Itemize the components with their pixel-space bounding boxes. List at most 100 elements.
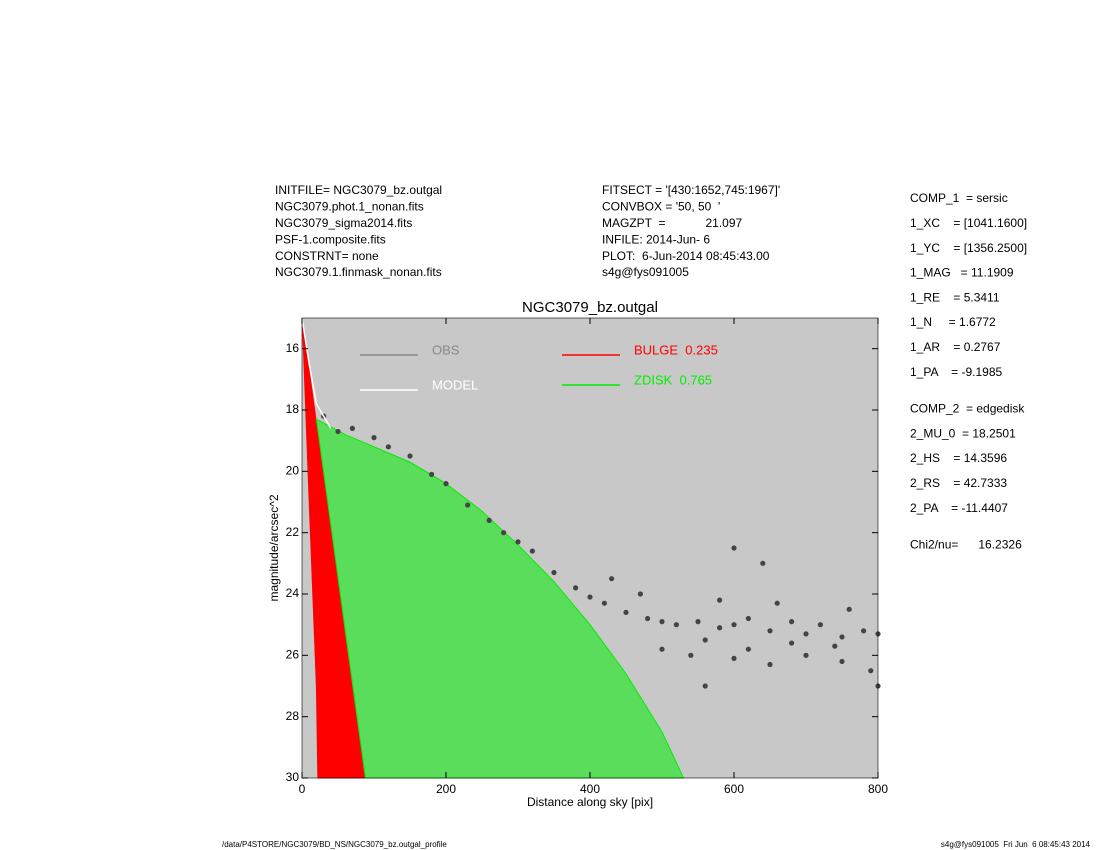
obs-point — [529, 548, 536, 554]
obs-point — [861, 628, 867, 634]
x-axis-label: Distance along sky [pix] — [527, 795, 653, 809]
header-middle-line: s4g@fys091005 — [602, 265, 689, 279]
fit-parameter: 2_MU_0 = 18.2501 — [910, 426, 1016, 440]
obs-point — [443, 481, 449, 487]
y-tick-label: 20 — [286, 464, 300, 478]
obs-point — [371, 435, 377, 441]
obs-point — [501, 530, 507, 536]
obs-point — [803, 652, 809, 658]
obs-point — [803, 631, 809, 637]
footer-stamp: s4g@fys091005 Fri Jun 6 08:45:43 2014 — [941, 840, 1091, 849]
obs-point — [767, 661, 773, 668]
fit-parameter: COMP_2 = edgedisk — [910, 402, 1025, 416]
obs-point — [817, 622, 824, 628]
header-middle-line: CONVBOX = '50, 50 ' — [602, 200, 720, 214]
fit-parameter: 1_MAG = 11.1909 — [910, 266, 1014, 280]
obs-point — [673, 622, 680, 628]
component-area — [315, 418, 685, 779]
header-left-line: INITFILE= NGC3079_bz.outgal — [275, 183, 442, 197]
obs-point — [767, 628, 773, 634]
x-tick-label: 400 — [580, 782, 600, 796]
fit-parameter: 1_XC = [1041.1600] — [910, 216, 1027, 230]
obs-point — [601, 600, 608, 606]
obs-point — [731, 655, 737, 662]
fit-parameter: 2_RS = 42.7333 — [910, 476, 1007, 490]
obs-point — [789, 619, 795, 625]
y-tick-label: 28 — [286, 709, 300, 723]
obs-point — [573, 585, 579, 591]
obs-point — [839, 634, 845, 640]
fit-parameter: 1_RE = 5.3411 — [910, 290, 1000, 304]
fit-parameter: 1_YC = [1356.2500] — [910, 241, 1027, 255]
header-left-line: NGC3079.1.finmask_nonan.fits — [275, 265, 442, 279]
obs-point — [623, 609, 629, 616]
y-tick-label: 30 — [286, 770, 300, 784]
obs-point — [745, 646, 752, 652]
obs-point — [407, 453, 413, 459]
chart-title: NGC3079_bz.outgal — [522, 299, 658, 316]
obs-point — [659, 646, 665, 652]
obs-point — [774, 600, 780, 606]
obs-point — [789, 640, 795, 646]
obs-point — [846, 606, 852, 612]
obs-point — [839, 658, 845, 665]
legend-label: OBS — [432, 342, 460, 357]
fit-parameter: 1_PA = -9.1985 — [910, 365, 1003, 379]
y-tick-label: 22 — [286, 525, 300, 539]
y-tick-label: 16 — [286, 341, 300, 355]
model-line — [301, 317, 332, 429]
fit-parameter: 1_N = 1.6772 — [910, 315, 996, 329]
obs-point — [695, 619, 701, 625]
header-left-line: CONSTRNT= none — [275, 249, 379, 263]
legend-label: ZDISK 0.765 — [634, 372, 712, 387]
obs-point — [609, 576, 615, 582]
obs-point — [868, 668, 874, 674]
fit-parameter: COMP_1 = sersic — [910, 191, 1008, 205]
obs-point — [688, 652, 694, 658]
obs-point — [465, 502, 471, 508]
fit-parameter: Chi2/nu= 16.2326 — [910, 538, 1022, 552]
obs-point — [637, 591, 644, 597]
x-tick-label: 800 — [868, 782, 888, 796]
obs-point — [645, 615, 651, 622]
obs-point — [702, 637, 708, 643]
obs-point — [760, 560, 766, 566]
obs-point — [486, 517, 492, 524]
x-tick-label: 600 — [724, 782, 744, 796]
fit-parameter: 2_HS = 14.3596 — [910, 451, 1007, 465]
header-middle-line: MAGZPT = 21.097 — [602, 216, 742, 230]
y-tick-label: 26 — [286, 648, 300, 662]
fit-parameter: 1_AR = 0.2767 — [910, 340, 1001, 354]
obs-point — [429, 471, 435, 477]
obs-point — [659, 619, 665, 625]
y-tick-label: 18 — [286, 402, 300, 416]
obs-point — [349, 425, 355, 431]
header-middle-line: INFILE: 2014-Jun- 6 — [602, 232, 710, 246]
y-axis-label: magnitude/arcsec^2 — [267, 494, 281, 601]
obs-point — [385, 444, 391, 450]
legend-label: BULGE 0.235 — [634, 342, 718, 357]
x-tick-label: 0 — [299, 782, 306, 796]
x-tick-label: 200 — [436, 782, 456, 796]
obs-point — [551, 569, 557, 576]
header-middle-line: FITSECT = '[430:1652,745:1967]' — [602, 183, 780, 197]
obs-point — [335, 428, 341, 435]
obs-point — [702, 683, 708, 689]
obs-point — [515, 539, 521, 545]
legend-label: MODEL — [432, 377, 478, 392]
fit-parameter: 2_PA = -11.4407 — [910, 501, 1008, 515]
y-tick-label: 24 — [286, 586, 300, 600]
header-left-line: PSF-1.composite.fits — [275, 232, 386, 246]
obs-point — [731, 545, 737, 551]
footer-path: /data/P4STORE/NGC3079/BD_NS/NGC3079_bz.o… — [222, 840, 447, 849]
header-middle-line: PLOT: 6-Jun-2014 08:45:43.00 — [602, 249, 770, 263]
header-left-line: NGC3079.phot.1_nonan.fits — [275, 200, 424, 214]
header-left-line: NGC3079_sigma2014.fits — [275, 216, 412, 230]
obs-point — [731, 622, 737, 628]
obs-point — [832, 643, 838, 649]
obs-point — [717, 625, 723, 631]
obs-point — [587, 594, 593, 600]
obs-point — [717, 597, 723, 603]
obs-point — [745, 615, 752, 622]
